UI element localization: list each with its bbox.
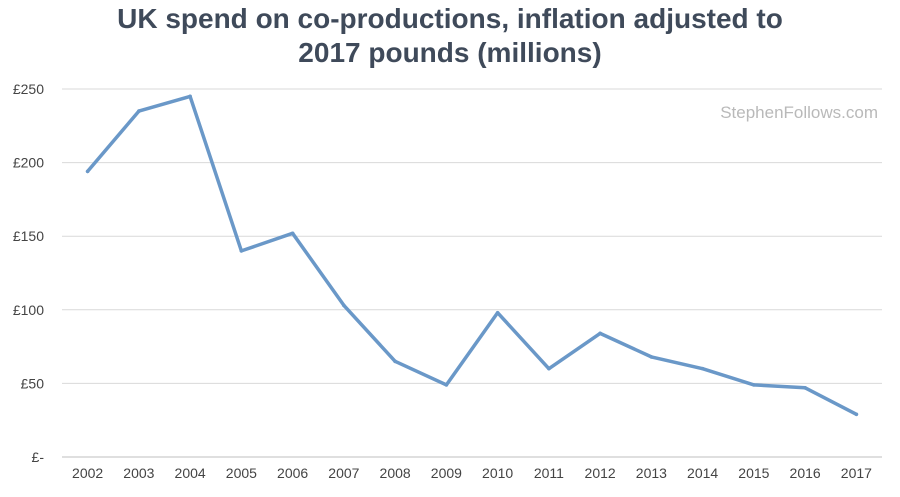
y-tick-label: £200 (13, 155, 44, 171)
data-point-2006 (290, 231, 295, 236)
y-tick-label: £- (32, 449, 45, 465)
x-tick-label: 2008 (380, 465, 411, 481)
grid (62, 88, 882, 458)
data-point-2014 (700, 366, 705, 371)
data-point-2011 (547, 366, 551, 371)
data-point-2010 (495, 310, 500, 315)
data-point-2017 (854, 412, 859, 417)
x-tick-label: 2017 (841, 465, 872, 481)
x-tick-label: 2006 (277, 465, 308, 481)
data-point-2008 (393, 359, 397, 364)
y-tick-label: £100 (13, 302, 44, 318)
y-tick-label: £150 (13, 228, 44, 244)
x-tick-label: 2015 (738, 465, 769, 481)
chart-title-line-1: UK spend on co-productions, inflation ad… (117, 3, 783, 34)
data-point-2012 (598, 331, 602, 336)
data-point-2005 (239, 249, 244, 253)
data-point-2002 (85, 169, 90, 174)
data-point-2003 (137, 109, 141, 113)
y-axis: £- £50 £100 £150 £200 £250 (13, 81, 44, 465)
x-tick-label: 2003 (123, 465, 154, 481)
data-point-2016 (803, 386, 807, 390)
x-tick-label: 2010 (482, 465, 513, 481)
x-tick-label: 2014 (687, 465, 718, 481)
x-tick-label: 2002 (72, 465, 103, 481)
data-point-2013 (649, 355, 654, 359)
x-axis: 2002 2003 2004 2005 2006 2007 2008 2009 2010 2011… (72, 465, 872, 481)
series-layer (85, 94, 859, 417)
x-tick-label: 2011 (534, 465, 564, 481)
data-point-2015 (752, 383, 756, 387)
series-line (85, 94, 859, 417)
x-tick-label: 2005 (226, 465, 257, 481)
x-tick-label: 2004 (175, 465, 206, 481)
data-point-2004 (188, 94, 192, 99)
x-tick-label: 2007 (328, 465, 359, 481)
x-tick-label: 2013 (636, 465, 667, 481)
chart-title-line-2: 2017 pounds (millions) (298, 37, 601, 68)
x-tick-label: 2009 (431, 465, 462, 481)
y-tick-label: £250 (13, 81, 44, 97)
data-point-2007 (342, 303, 346, 308)
x-tick-label: 2012 (585, 465, 616, 481)
y-tick-label: £50 (21, 375, 45, 391)
data-point-2009 (444, 383, 449, 387)
watermark: StephenFollows.com (720, 103, 878, 122)
x-tick-label: 2016 (790, 465, 821, 481)
